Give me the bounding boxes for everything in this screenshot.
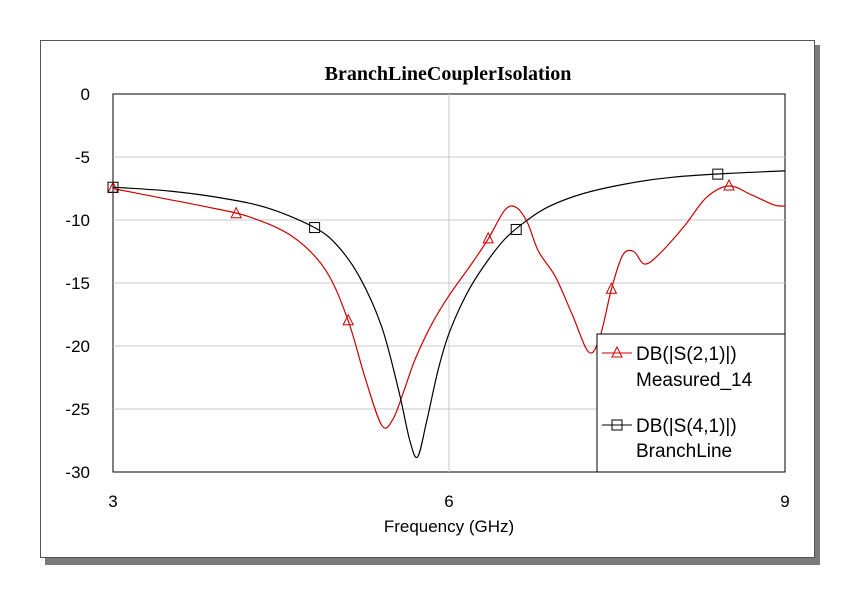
legend-entry-branchline: DB(|S(4,1)|) BranchLine bbox=[602, 416, 737, 462]
legend-marker-square bbox=[611, 419, 623, 431]
x-tick-label: 6 bbox=[444, 492, 453, 511]
y-tick-label: -15 bbox=[65, 274, 90, 293]
series-line-measured bbox=[112, 185, 786, 429]
y-tick-label: -20 bbox=[65, 337, 90, 356]
legend-series-name: DB(|S(2,1)|) bbox=[636, 344, 737, 365]
y-tick-label: -25 bbox=[65, 400, 90, 419]
data-point-branchline bbox=[309, 222, 321, 234]
data-point-measured bbox=[482, 231, 495, 244]
legend-entry-measured: DB(|S(2,1)|) Measured_14 bbox=[602, 344, 753, 391]
data-point-branchline bbox=[510, 223, 522, 235]
series-layer bbox=[107, 168, 786, 459]
chart-title: BranchLineCouplerIsolation bbox=[325, 63, 572, 85]
series-line-branchline bbox=[112, 170, 786, 459]
y-tick-label: -30 bbox=[65, 463, 90, 482]
y-tick-label: -10 bbox=[65, 211, 90, 230]
x-tick-label: 3 bbox=[108, 492, 117, 511]
x-axis-label: Frequency (GHz) bbox=[384, 517, 514, 536]
x-tick-labels: 3 6 9 bbox=[108, 492, 789, 511]
data-point-measured bbox=[723, 178, 735, 191]
data-point-measured bbox=[230, 206, 243, 219]
legend: DB(|S(2,1)|) Measured_14 DB(|S(4,1)|) Br… bbox=[596, 333, 786, 473]
legend-series-source: BranchLine bbox=[636, 441, 732, 462]
data-point-branchline bbox=[712, 168, 724, 180]
y-tick-labels: 0 -5 -10 -15 -20 -25 -30 bbox=[65, 85, 90, 482]
x-tick-label: 9 bbox=[780, 492, 789, 511]
legend-marker-triangle bbox=[611, 345, 623, 358]
legend-box bbox=[596, 333, 786, 473]
data-point-branchline bbox=[107, 181, 119, 193]
data-point-measured bbox=[342, 313, 355, 326]
legend-series-name: DB(|S(4,1)|) bbox=[636, 416, 737, 437]
data-point-measured bbox=[605, 282, 618, 294]
legend-series-source: Measured_14 bbox=[636, 370, 753, 391]
y-tick-label: -5 bbox=[75, 148, 90, 167]
y-tick-label: 0 bbox=[81, 85, 90, 104]
